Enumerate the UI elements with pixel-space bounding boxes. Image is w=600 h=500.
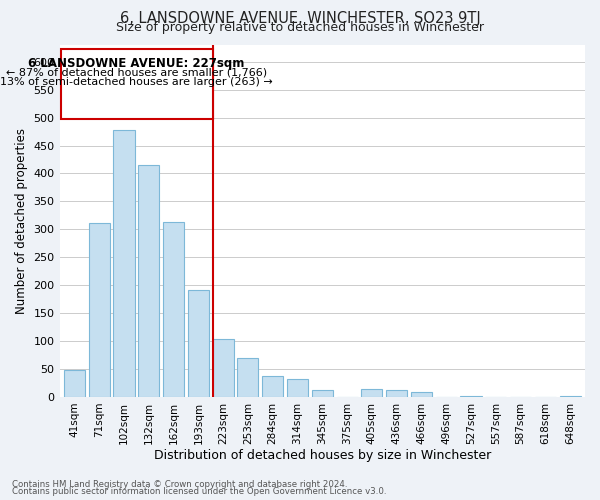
Bar — [64, 370, 85, 397]
Bar — [386, 390, 407, 397]
Bar — [411, 392, 432, 397]
Y-axis label: Number of detached properties: Number of detached properties — [15, 128, 28, 314]
Bar — [238, 358, 259, 397]
Bar — [212, 339, 233, 397]
Bar — [361, 388, 382, 397]
Bar — [312, 390, 333, 397]
Text: ← 87% of detached houses are smaller (1,766): ← 87% of detached houses are smaller (1,… — [6, 68, 267, 78]
Bar — [262, 376, 283, 397]
X-axis label: Distribution of detached houses by size in Winchester: Distribution of detached houses by size … — [154, 450, 491, 462]
Bar — [188, 290, 209, 397]
Text: Contains public sector information licensed under the Open Government Licence v3: Contains public sector information licen… — [12, 487, 386, 496]
Bar — [138, 165, 160, 397]
Text: Size of property relative to detached houses in Winchester: Size of property relative to detached ho… — [116, 22, 484, 35]
FancyBboxPatch shape — [61, 49, 212, 120]
Text: 6, LANSDOWNE AVENUE, WINCHESTER, SO23 9TJ: 6, LANSDOWNE AVENUE, WINCHESTER, SO23 9T… — [119, 11, 481, 26]
Bar — [460, 396, 482, 397]
Text: 6 LANSDOWNE AVENUE: 227sqm: 6 LANSDOWNE AVENUE: 227sqm — [28, 56, 245, 70]
Bar — [113, 130, 134, 397]
Text: 13% of semi-detached houses are larger (263) →: 13% of semi-detached houses are larger (… — [1, 77, 273, 87]
Bar — [560, 396, 581, 397]
Text: Contains HM Land Registry data © Crown copyright and database right 2024.: Contains HM Land Registry data © Crown c… — [12, 480, 347, 489]
Bar — [287, 379, 308, 397]
Bar — [163, 222, 184, 397]
Bar — [89, 223, 110, 397]
